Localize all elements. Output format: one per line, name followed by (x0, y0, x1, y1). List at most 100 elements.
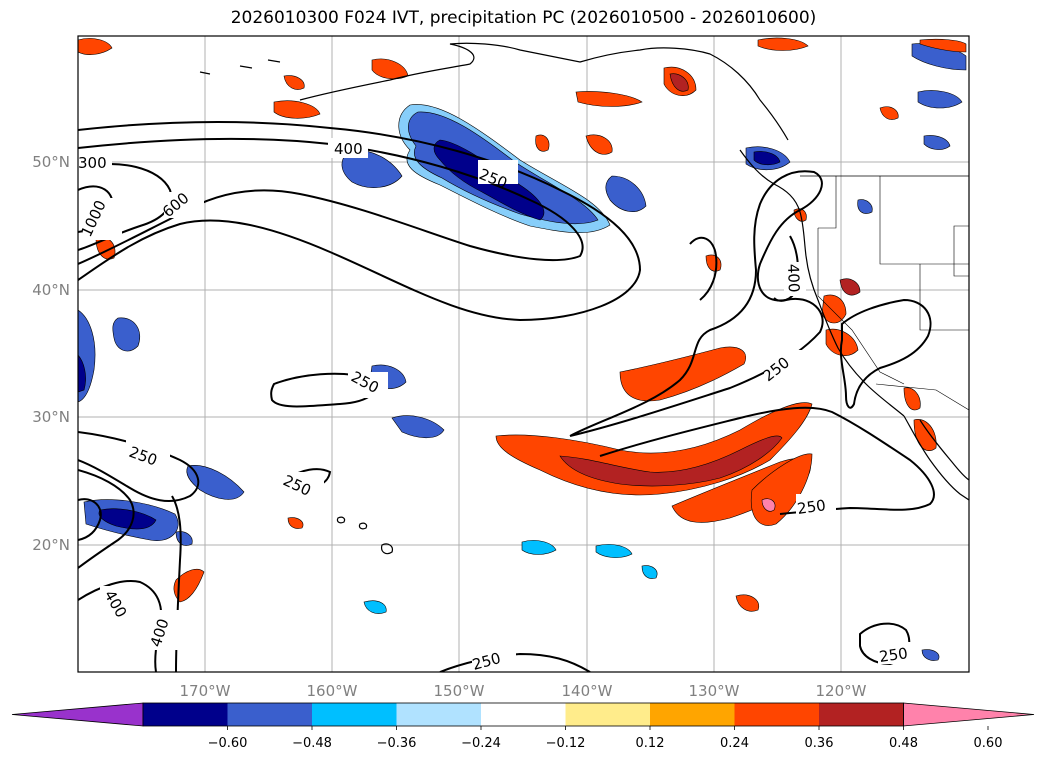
pos-blob-sw-plume (173, 568, 205, 603)
colorbar-segment (819, 703, 904, 726)
lat-label: 20°N (32, 536, 70, 554)
neg-blob-small3 (363, 600, 387, 614)
colorbar-segment (312, 703, 397, 726)
colorbar-tick-label: 0.24 (720, 736, 749, 751)
colorbar-tick-label: 0.36 (805, 736, 834, 751)
colorbar-segment (650, 703, 735, 726)
colorbar-frame (142, 702, 904, 727)
lat-labels: 50°N 40°N 30°N 20°N (32, 153, 70, 554)
border-state3 (817, 228, 905, 385)
pos-blob-patch7 (919, 38, 967, 53)
neg-blob-small2 (595, 544, 633, 558)
lon-labels: 170°W 160°W 150°W 140°W 130°W 120°W (180, 682, 867, 700)
border-state1 (818, 176, 837, 229)
contour-400-sw (78, 469, 135, 569)
neg-blob-center2 (391, 415, 445, 439)
contour-label: 250 (470, 649, 502, 674)
lat-label: 50°N (32, 153, 70, 171)
pos-blob-tropical-plume-core (559, 435, 783, 487)
coast-alaska (299, 42, 789, 141)
contour-250-main (78, 121, 642, 322)
neg-blob-small1 (521, 540, 557, 555)
neg-blob-west-core (78, 354, 86, 393)
colorbar-tick-label: −0.12 (546, 736, 586, 751)
neg-blob-mid (341, 149, 403, 188)
colorbar-extend-high (903, 702, 1035, 727)
border-state4 (919, 264, 969, 331)
neg-blob-alaska-core (753, 151, 781, 166)
contour-label: 250 (796, 496, 827, 518)
colorbar-tick-label: 0.48 (889, 736, 918, 751)
pos-blob-patch6 (879, 106, 899, 120)
lon-label: 150°W (434, 682, 485, 700)
neg-blob-south-west-core (98, 508, 157, 530)
coast-hawaii1 (381, 543, 393, 555)
coast-hawaii2 (358, 522, 368, 530)
lon-label: 160°W (307, 682, 358, 700)
pos-blob-alaska-pan-core (669, 73, 689, 92)
lon-label: 130°W (689, 682, 740, 700)
lon-label: 140°W (562, 682, 613, 700)
contour-label: 400 (784, 264, 803, 293)
colorbar-tick-label: 0.12 (636, 736, 665, 751)
lon-label: 120°W (816, 682, 867, 700)
lat-label: 40°N (32, 281, 70, 299)
contour-250-south-east (599, 406, 935, 515)
pos-blob-patch2 (535, 134, 550, 152)
colorbar: −0.60 −0.48 −0.36 −0.24 −0.12 0.12 0.24 0.36 0.4… (11, 702, 1035, 751)
plot-area (78, 36, 969, 672)
contour-label: 400 (334, 140, 363, 158)
pos-blob-se2-core (761, 498, 776, 512)
contour-250-south-mid (439, 652, 591, 672)
chart-title: 2026010300 F024 IVT, precipitation PC (2… (230, 8, 817, 28)
contour-labels: 300 400 250 600 1000 400 250 250 250 250… (78, 138, 918, 674)
coast-aleutian1 (199, 59, 281, 75)
coast-bc (739, 149, 807, 257)
neg-blob-tiny (641, 565, 658, 579)
neg-blob-ne3 (923, 135, 951, 150)
lon-label: 170°W (180, 682, 231, 700)
colorbar-segment (565, 703, 650, 726)
neg-blob-bc (857, 199, 873, 214)
contour-250-sw-2 (78, 498, 102, 541)
neg-blob-west2 (112, 317, 140, 352)
pos-blob-nw3 (78, 38, 113, 55)
pos-blob-ne-pink (757, 37, 809, 51)
colorbar-tick-label: −0.48 (292, 736, 332, 751)
pos-blob-patch1 (735, 594, 760, 612)
pos-blob-nw4 (283, 75, 305, 90)
coast-west-us (805, 255, 905, 417)
colorbar-extend-low (11, 702, 144, 727)
pos-blob-patch3 (585, 134, 613, 155)
coast-hawaii3 (336, 516, 346, 524)
colorbar-tick-label: −0.60 (208, 736, 248, 751)
coast-baja-gulf (919, 419, 969, 481)
contour-ca-loop (839, 298, 932, 409)
pos-blob-alaska-gulf (575, 91, 643, 107)
pos-blob-nw1 (273, 100, 321, 119)
colorbar-segment (396, 703, 481, 726)
colorbar-tick-label: −0.24 (461, 736, 501, 751)
pos-blob-baja (903, 387, 921, 411)
contour-400-south (78, 580, 163, 672)
colorbar-segment (227, 703, 312, 726)
contour-label: 300 (78, 154, 107, 172)
contour-label: 250 (878, 644, 909, 666)
contour-250-east-outer (689, 236, 718, 301)
pos-blob-center-small (287, 517, 304, 529)
pos-blob-ca3 (839, 278, 861, 296)
colorbar-tick-label: 0.60 (974, 736, 1003, 751)
border-state2 (879, 176, 969, 265)
neg-blob-south-west2 (186, 465, 245, 500)
colorbar-segment (143, 703, 228, 726)
plot-frame (77, 35, 970, 673)
neg-blob-ne2 (917, 90, 963, 109)
colorbar-tick-label: −0.36 (377, 736, 417, 751)
colorbar-segment (481, 703, 566, 726)
border-state5 (953, 225, 969, 277)
contour-250-center (270, 372, 377, 408)
coastlines (199, 42, 969, 555)
colorbar-segment (734, 703, 819, 726)
coast-baja (903, 415, 969, 501)
